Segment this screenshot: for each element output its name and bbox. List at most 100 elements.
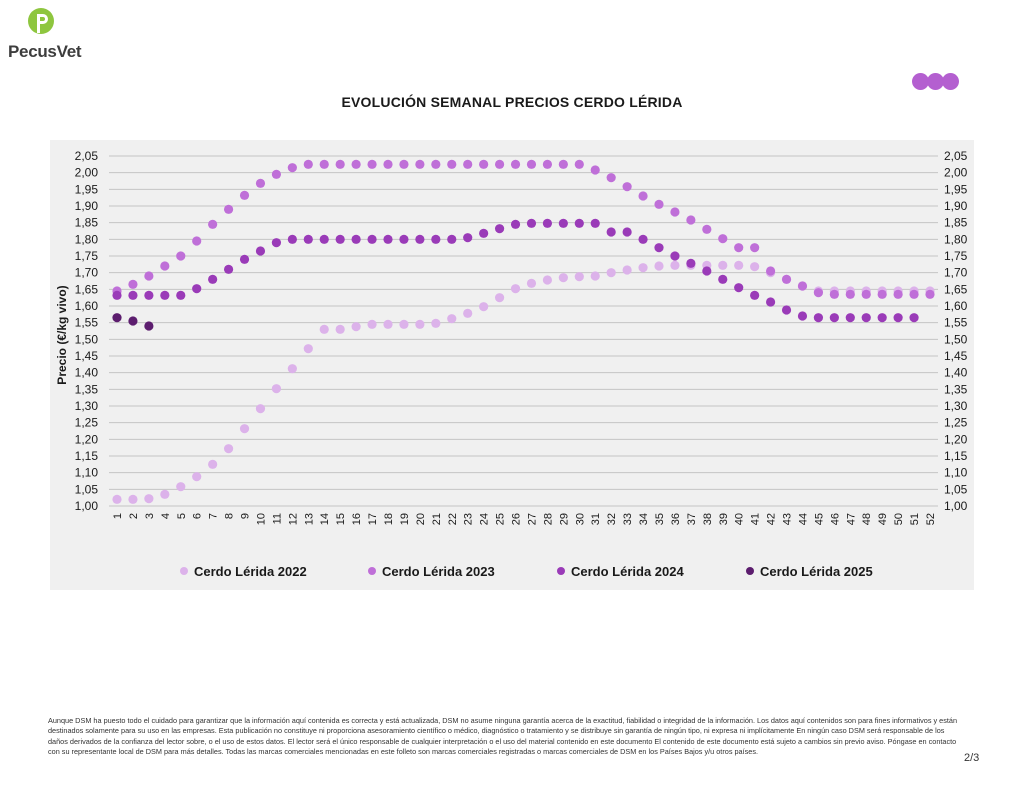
data-point [383, 234, 393, 244]
data-point [813, 288, 824, 298]
y-tick-label-left: 1,10 [75, 466, 99, 480]
data-point [399, 234, 409, 244]
decorative-dot [927, 73, 944, 90]
legend-item: Cerdo Lérida 2024 [557, 564, 684, 579]
data-point [144, 321, 154, 331]
legend-label: Cerdo Lérida 2023 [382, 564, 495, 579]
decorative-dot [942, 73, 959, 90]
y-tick-label-left: 1,65 [75, 282, 99, 296]
y-tick-label-left: 1,95 [75, 182, 99, 196]
data-point [239, 254, 250, 264]
x-tick-label: 18 [383, 513, 395, 525]
series-4 [112, 313, 154, 331]
x-tick-label: 5 [176, 513, 188, 519]
data-point [415, 319, 425, 329]
data-point [303, 234, 313, 244]
x-axis: 1 2 3 4 5 6 7 8 9 10 11 12 13 14 15 16 17 18 19 20 21 22 23 24 2… [112, 513, 937, 525]
data-point [319, 159, 329, 169]
data-point [734, 243, 744, 253]
y-tick-label-left: 1,90 [75, 199, 99, 213]
x-tick-label: 50 [893, 513, 905, 525]
data-point [574, 272, 584, 282]
data-point [255, 178, 266, 188]
data-point [447, 234, 457, 244]
data-point [606, 227, 616, 237]
data-point [893, 313, 903, 323]
x-tick-label: 51 [909, 513, 921, 525]
data-point [590, 271, 600, 281]
y-tick-label-right: 1,95 [944, 182, 968, 196]
x-tick-label: 8 [224, 513, 236, 519]
x-tick-label: 43 [782, 513, 794, 525]
data-point [750, 290, 760, 300]
y-tick-label-right: 2,00 [944, 166, 968, 180]
x-tick-label: 52 [925, 513, 937, 525]
x-tick-label: 10 [255, 513, 267, 525]
y-tick-label-right: 1,60 [944, 299, 968, 313]
x-tick-label: 29 [558, 513, 570, 525]
x-tick-label: 39 [718, 513, 730, 525]
data-point [176, 290, 186, 300]
data-point [718, 274, 728, 284]
data-point [415, 234, 425, 244]
data-point [622, 182, 632, 192]
data-point [654, 261, 664, 271]
data-point [718, 260, 728, 270]
data-point [335, 234, 345, 244]
y-tick-label-right: 1,20 [944, 432, 968, 446]
y-tick-label-left: 1,05 [75, 482, 99, 496]
x-tick-label: 2 [128, 513, 140, 519]
y-tick-label-right: 1,05 [944, 482, 968, 496]
y-tick-label-right: 1,10 [944, 466, 968, 480]
x-tick-label: 22 [447, 513, 459, 525]
data-point [192, 236, 202, 246]
y-tick-label-right: 1,85 [944, 216, 968, 230]
data-point [367, 159, 377, 169]
data-point [686, 258, 696, 268]
x-tick-label: 19 [399, 513, 411, 525]
legend-label: Cerdo Lérida 2024 [571, 564, 684, 579]
x-tick-label: 3 [144, 513, 156, 519]
data-point [208, 274, 218, 284]
data-point [335, 324, 345, 334]
data-point [351, 322, 361, 332]
data-point [239, 190, 250, 200]
x-tick-label: 13 [303, 513, 315, 525]
data-point [909, 289, 919, 299]
data-point [574, 159, 584, 169]
x-tick-label: 35 [654, 513, 666, 525]
data-point [399, 159, 409, 169]
data-point [558, 273, 568, 283]
x-tick-label: 41 [750, 513, 762, 525]
data-point [510, 159, 521, 169]
legend-swatch [368, 567, 376, 575]
pecusvet-logo-mark [28, 8, 54, 34]
y-tick-label-left: 1,60 [75, 299, 99, 313]
x-tick-label: 1 [112, 513, 124, 519]
data-point [542, 159, 553, 169]
data-point [319, 234, 329, 244]
x-tick-label: 16 [351, 513, 363, 525]
data-point [494, 159, 505, 169]
data-point [526, 159, 537, 169]
data-point [765, 297, 776, 307]
y-tick-label-right: 1,70 [944, 266, 968, 280]
y-tick-label-left: 1,30 [75, 399, 99, 413]
x-tick-label: 49 [877, 513, 889, 525]
data-point [781, 274, 792, 284]
x-tick-label: 6 [192, 513, 204, 519]
y-tick-label-right: 2,05 [944, 149, 968, 163]
y-tick-label-left: 1,25 [75, 416, 99, 430]
y-tick-label-right: 1,80 [944, 232, 968, 246]
x-tick-label: 44 [797, 513, 809, 525]
y-tick-label-left: 1,45 [75, 349, 99, 363]
data-point [718, 234, 728, 244]
data-point [750, 243, 760, 253]
x-tick-label: 47 [845, 513, 857, 525]
legend-swatch [557, 567, 565, 575]
data-point [606, 173, 616, 183]
grid-layer [109, 155, 938, 507]
data-point [526, 218, 537, 228]
series-3 [112, 218, 919, 323]
data-point [192, 284, 202, 294]
